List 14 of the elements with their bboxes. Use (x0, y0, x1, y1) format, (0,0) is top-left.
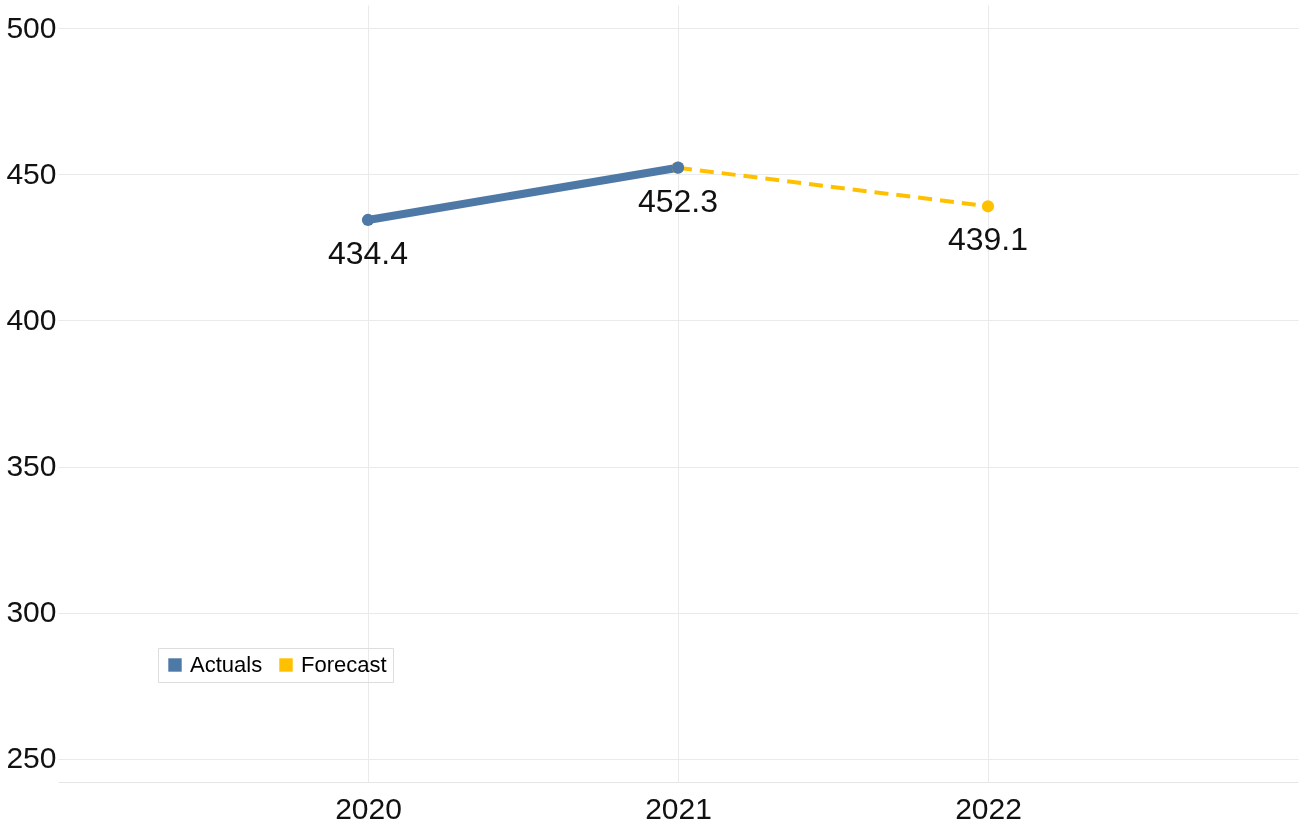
y-tick-label: 300 (6, 595, 57, 629)
data-label: 452.3 (637, 182, 719, 219)
y-tick-label: 250 (6, 741, 57, 775)
y-tick-label: 350 (6, 449, 57, 483)
x-tick-label: 2020 (335, 791, 402, 825)
y-tick-label: 500 (6, 10, 57, 44)
legend-label: Forecast (301, 652, 387, 677)
x-tick-label: 2022 (955, 791, 1022, 825)
data-label: 434.4 (327, 234, 409, 271)
x-tick-label: 2021 (645, 791, 712, 825)
y-tick-label: 400 (6, 302, 57, 336)
legend-label: Actuals (190, 652, 263, 677)
data-label: 439.1 (947, 221, 1029, 258)
y-tick-label: 450 (6, 156, 57, 190)
